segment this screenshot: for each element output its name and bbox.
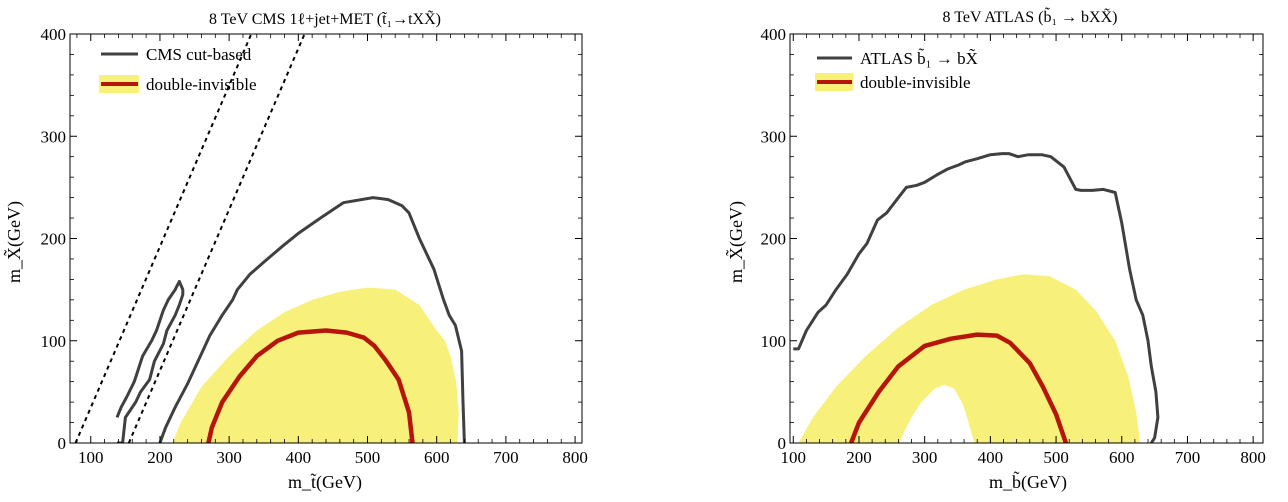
series-layer xyxy=(115,196,466,443)
band-hole xyxy=(899,384,975,443)
y-tick-label: 200 xyxy=(761,230,787,249)
chart-title: 8 TeV CMS 1ℓ+jet+MET (t̃₁→tXX̃) xyxy=(209,10,441,28)
x-tick-label: 700 xyxy=(493,448,519,467)
series-line-0 xyxy=(793,152,1160,443)
y-tick-label: 0 xyxy=(778,434,787,453)
double-invisible-region xyxy=(172,287,459,443)
x-tick-label: 300 xyxy=(216,448,242,467)
double-invisible-band xyxy=(172,287,459,443)
x-tick-label: 800 xyxy=(562,448,588,467)
series-layer xyxy=(793,152,1160,443)
diagonal-line-0 xyxy=(74,34,253,443)
diagonal-line-1 xyxy=(127,34,306,443)
x-tick-label: 100 xyxy=(78,448,104,467)
legend-label-double: double-invisible xyxy=(146,75,256,94)
legend-label-atlas: ATLAS b̃₁ → bX̃ xyxy=(860,49,978,68)
x-tick-label: 500 xyxy=(355,448,381,467)
double-invisible-band xyxy=(798,274,1141,443)
x-tick-label: 400 xyxy=(978,448,1004,467)
cms-chart: 100 200 300 400 500 600 700 800 0 100 200 300 400 8 … xyxy=(2,10,587,493)
legend-label-double: double-invisible xyxy=(860,73,970,92)
y-tick-label: 200 xyxy=(41,230,67,249)
series-line-2 xyxy=(206,328,415,443)
series-line-1 xyxy=(158,196,466,443)
tick-layer: 100 200 300 400 500 600 700 800 0 100 200 300 400 xyxy=(41,25,588,467)
y-tick-label: 300 xyxy=(761,127,787,146)
x-tick-label: 200 xyxy=(147,448,173,467)
series-line-1 xyxy=(849,332,1069,443)
y-tick-label: 400 xyxy=(761,25,787,44)
double-invisible-region xyxy=(798,274,1141,443)
chart-title: 8 TeV ATLAS (b̃₁ → bXX̃) xyxy=(943,7,1118,26)
x-tick-label: 200 xyxy=(846,448,872,467)
y-axis-label: m_X̃(GeV) xyxy=(724,201,747,283)
y-axis-label: m_X̃(GeV) xyxy=(2,201,25,283)
kinematic-diagonals xyxy=(74,34,306,443)
series-line-0 xyxy=(115,279,185,443)
legend-label-cms: CMS cut-based xyxy=(146,45,252,64)
legend: ATLAS b̃₁ → bX̃ double-invisible xyxy=(815,49,978,92)
y-tick-label: 400 xyxy=(41,25,67,44)
x-tick-label: 600 xyxy=(424,448,450,467)
y-tick-label: 300 xyxy=(41,127,67,146)
x-tick-label: 500 xyxy=(1043,448,1069,467)
x-tick-label: 700 xyxy=(1175,448,1201,467)
x-tick-label: 300 xyxy=(912,448,938,467)
x-axis-label: m_t̃(GeV) xyxy=(288,472,362,493)
y-tick-label: 0 xyxy=(58,434,67,453)
y-tick-label: 100 xyxy=(761,332,787,351)
x-tick-label: 800 xyxy=(1240,448,1266,467)
x-tick-label: 600 xyxy=(1109,448,1135,467)
x-tick-label: 400 xyxy=(286,448,312,467)
y-tick-label: 100 xyxy=(41,332,67,351)
legend: CMS cut-based double-invisible xyxy=(99,45,256,94)
x-axis-label: m_b̃(GeV) xyxy=(989,470,1067,493)
x-tick-label: 100 xyxy=(781,448,807,467)
